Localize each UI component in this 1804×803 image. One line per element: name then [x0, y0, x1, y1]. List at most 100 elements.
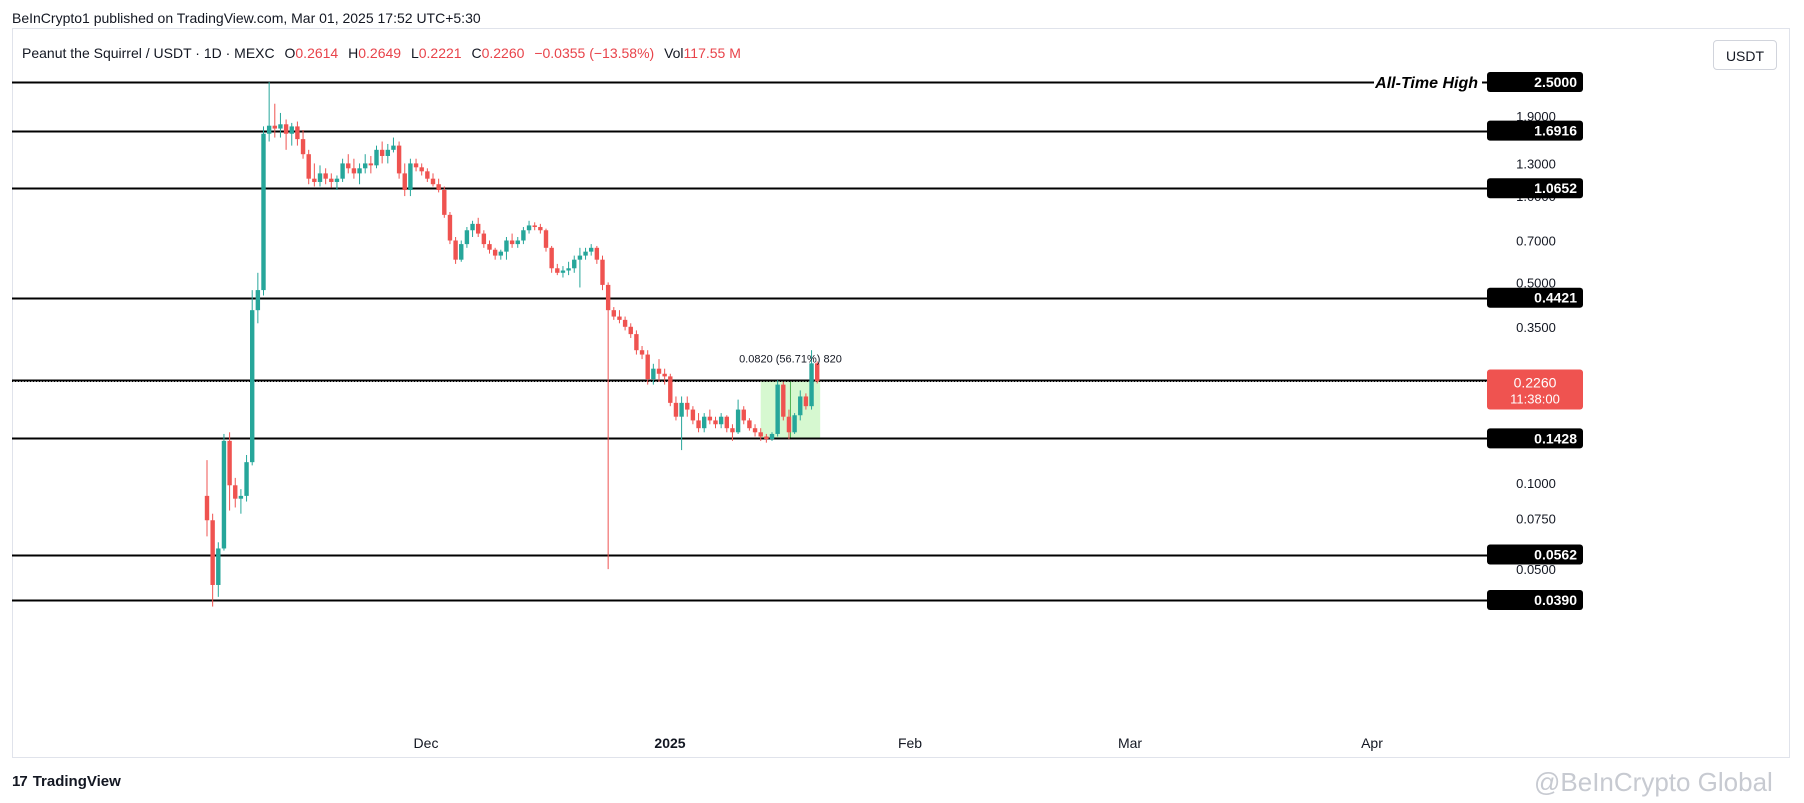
candle-body [374, 149, 379, 166]
level-price-tag [1487, 120, 1583, 141]
candle-body [289, 126, 294, 134]
candle-body [487, 244, 492, 250]
candle-body [334, 178, 340, 182]
candle-body [464, 230, 470, 245]
y-tick-label: 0.5000 [1516, 275, 1556, 290]
candle-body [538, 227, 543, 231]
x-tick-label: Feb [898, 735, 922, 751]
candle-body [283, 124, 289, 134]
candle-body [639, 350, 645, 355]
candle-body [317, 173, 323, 182]
candle-body [572, 259, 577, 269]
candle-body [651, 368, 656, 380]
level-price-label: 1.6916 [1534, 123, 1577, 139]
level-price-label: 0.1428 [1534, 430, 1577, 446]
candle-body [668, 376, 673, 403]
candle-body [781, 384, 786, 417]
x-tick-label: Apr [1361, 735, 1383, 751]
candle-body [481, 233, 487, 245]
candle-body [402, 173, 407, 191]
candle-body [594, 247, 600, 260]
level-price-tag [1487, 72, 1583, 92]
candle-body [221, 440, 227, 549]
y-tick-label: 0.1000 [1516, 476, 1556, 491]
candle-body [363, 163, 368, 169]
candle-body [396, 145, 402, 174]
candle-body [560, 270, 566, 273]
candle-body [368, 163, 374, 166]
candle-body [379, 149, 385, 156]
level-price-label: 0.0390 [1534, 592, 1577, 608]
current-price-tag [1487, 369, 1583, 410]
candle-body [266, 125, 272, 134]
candle-body [357, 168, 362, 174]
candle-body [233, 485, 238, 499]
candle-body [656, 368, 662, 374]
candle-body [515, 240, 520, 245]
candle-body [261, 133, 266, 291]
candle-body [741, 409, 746, 421]
tradingview-logo[interactable]: 17 TradingView [12, 773, 121, 790]
candle-body [769, 433, 775, 440]
candle-body [227, 440, 232, 486]
candle-body [577, 255, 583, 260]
candle-body [752, 428, 758, 433]
candle-body [323, 173, 328, 179]
candle-body [244, 462, 249, 496]
close-value: 0.2260 [481, 45, 525, 61]
candle-body [555, 268, 560, 273]
high-label: H [348, 45, 359, 61]
candle-body [216, 548, 221, 585]
candle-body [589, 247, 594, 252]
candle-body [617, 316, 622, 320]
candle-body [730, 428, 735, 433]
candle-body [255, 290, 261, 311]
candle-body [566, 268, 571, 271]
candle-body [696, 420, 701, 429]
level-price-tag [1487, 544, 1583, 565]
candle-body [758, 432, 763, 437]
candle-body [430, 178, 436, 185]
close-label: C [471, 45, 482, 61]
currency-button[interactable]: USDT [1713, 40, 1777, 70]
high-value: 0.2649 [358, 45, 402, 61]
volume-value: 117.55 M [683, 45, 741, 61]
y-tick-label: 1.9000 [1516, 109, 1556, 124]
candle-body [526, 225, 532, 231]
low-label: L [410, 45, 419, 61]
level-price-label: 1.0652 [1534, 180, 1577, 196]
candle-body [707, 416, 713, 421]
tradingview-logo-icon: 17 [12, 773, 28, 790]
annotation-bg [1374, 70, 1482, 94]
candle-body [238, 495, 244, 499]
candle-body [798, 396, 803, 416]
symbol-label[interactable]: Peanut the Squirrel / USDT · 1D · MEXC [22, 45, 275, 61]
candle-body [809, 363, 814, 407]
candle-body [764, 436, 769, 440]
candle-body [295, 126, 300, 140]
y-tick-label: 0.0500 [1516, 562, 1556, 577]
candle-body [425, 171, 430, 179]
change-value: −0.0355 (−13.58%) [534, 45, 655, 61]
level-price-tag [1487, 590, 1583, 610]
candle-body [272, 125, 277, 129]
level-price-label: 2.5000 [1534, 74, 1577, 90]
open-value: 0.2614 [295, 45, 339, 61]
y-tick-label: 1.3000 [1516, 156, 1556, 171]
candle-body [611, 310, 616, 317]
candle-body [583, 251, 588, 256]
candle-body [391, 145, 396, 150]
candle-body [504, 240, 509, 252]
candle-body [662, 373, 667, 377]
candle-body [408, 163, 413, 191]
level-price-tag [1487, 287, 1583, 308]
candle-body [521, 230, 526, 241]
candle-body [786, 416, 792, 433]
candle-body [312, 178, 317, 182]
volume-label: Vol [664, 45, 684, 61]
level-price-label: 0.4421 [1534, 290, 1577, 306]
y-tick-label: 0.7000 [1516, 233, 1556, 248]
candle-body [300, 139, 306, 155]
candle-body [413, 163, 419, 168]
